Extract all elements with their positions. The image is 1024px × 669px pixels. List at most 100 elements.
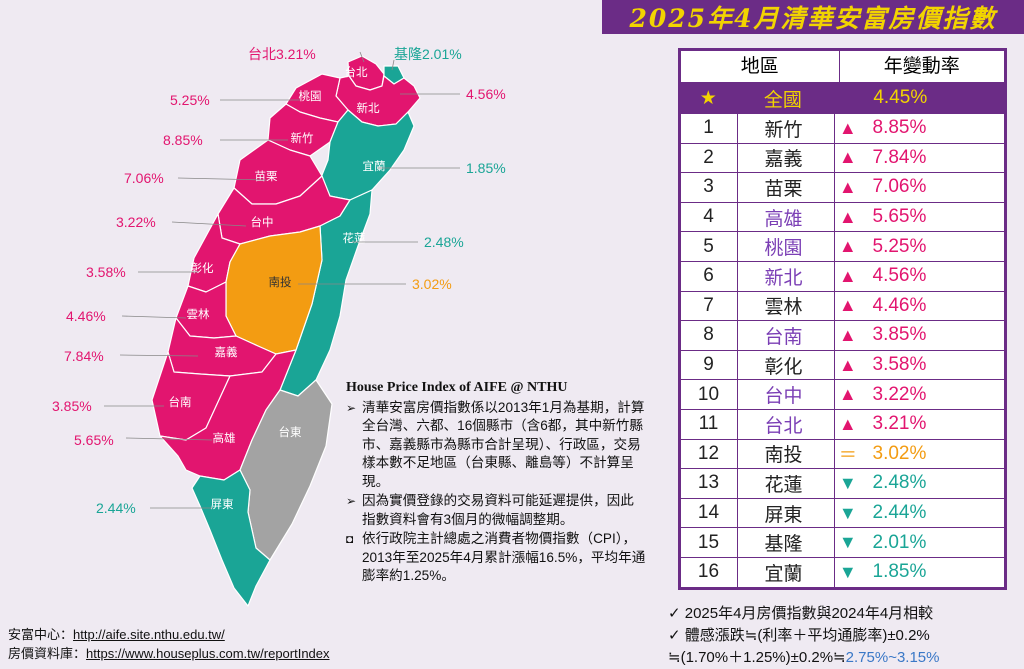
trend-arrow-icon: ▲ <box>838 354 857 375</box>
map-rate-label: 1.85% <box>466 160 506 176</box>
map-region-name: 新竹 <box>291 131 314 145</box>
check-icon: ✓ <box>668 627 681 644</box>
national-name: 全國 <box>763 89 802 111</box>
map-rate-label: 5.65% <box>74 432 114 448</box>
source-houseplus: 房價資料庫：https://www.houseplus.com.tw/repor… <box>8 643 330 662</box>
table-row: 8 台南 ▲ 3.85% <box>681 321 1004 351</box>
map-rate-label: 4.56% <box>466 86 506 102</box>
map-rate-label: 8.85% <box>163 132 203 148</box>
table-row: 16 宜蘭 ▼ 1.85% <box>681 558 1004 588</box>
rate-cell: 3.22% <box>872 383 927 405</box>
check-icon: ✓ <box>668 605 681 622</box>
region-name-cell: 台南 <box>764 326 803 348</box>
rate-cell: 7.84% <box>872 146 927 168</box>
map-region-name: 台東 <box>279 425 302 439</box>
rank-cell: 5 <box>703 235 714 257</box>
region-name-cell: 宜蘭 <box>764 563 803 585</box>
remark-line: ✓ 2025年4月房價指數與2024年4月相較 <box>668 602 933 623</box>
divider <box>737 114 738 587</box>
trend-arrow-icon: ▼ <box>838 502 857 523</box>
arrow-bullet-icon: ➢ <box>346 494 357 508</box>
table-row: 15 基隆 ▼ 2.01% <box>681 528 1004 558</box>
table-row: 12 南投 ＝ 3.02% <box>681 440 1004 470</box>
table-row: 11 台北 ▲ 3.21% <box>681 410 1004 440</box>
map-rate-label: 7.06% <box>124 170 164 186</box>
page-title: 2025年4月清華安富房價指數 <box>629 4 997 33</box>
map-region-name: 高雄 <box>213 431 236 445</box>
rate-cell: 4.56% <box>872 265 927 287</box>
map-rate-label: 7.84% <box>64 348 104 364</box>
map-rate-label: 5.25% <box>170 92 210 108</box>
table-row: 7 雲林 ▲ 4.46% <box>681 292 1004 322</box>
rate-cell: 8.85% <box>872 117 927 139</box>
rank-cell: 2 <box>703 146 714 168</box>
national-row: ★ 全國 4.45% <box>681 83 1004 114</box>
region-name-cell: 屏東 <box>764 504 803 526</box>
rate-cell: 2.48% <box>872 472 927 494</box>
rank-cell: 16 <box>697 561 720 583</box>
rate-cell: 7.06% <box>872 176 927 198</box>
note-text: 清華安富房價指數係以2013年1月為基期，計算全台灣、六都、16個縣市（含6都，… <box>362 399 645 489</box>
map-rate-label: 2.48% <box>424 234 464 250</box>
col-region-header: 地區 <box>681 50 840 83</box>
region-name-cell: 花蓮 <box>764 474 803 496</box>
houseplus-link[interactable]: https://www.houseplus.com.tw/reportIndex <box>86 646 330 661</box>
trend-arrow-icon: ▲ <box>838 206 857 227</box>
rank-cell: 13 <box>697 472 720 494</box>
rank-cell: 11 <box>698 413 719 435</box>
map-rate-label: 基隆2.01% <box>394 46 462 62</box>
rank-cell: 15 <box>697 531 720 553</box>
national-rate: 4.45% <box>873 87 928 108</box>
map-leader-lines <box>104 51 460 509</box>
remark-line: ≒(1.70%＋1.25%)±0.2%≒2.75%~3.15% <box>668 646 939 667</box>
map-region-name: 花蓮 <box>343 231 366 245</box>
region-name-cell: 苗栗 <box>764 178 803 200</box>
map-rate-label: 3.58% <box>86 264 126 280</box>
trend-arrow-icon: ▼ <box>838 561 857 582</box>
rate-cell: 1.85% <box>872 561 927 583</box>
source-label: 安富中心： <box>8 627 74 642</box>
rate-cell: 3.85% <box>872 324 927 346</box>
region-name-cell: 台中 <box>764 386 803 408</box>
table-row: 3 苗栗 ▲ 7.06% <box>681 173 1004 203</box>
table-row: 4 高雄 ▲ 5.65% <box>681 203 1004 233</box>
trend-arrow-icon: ▼ <box>838 472 857 493</box>
rank-cell: 1 <box>703 117 714 139</box>
star-icon: ★ <box>699 87 717 109</box>
table-row: 6 新北 ▲ 4.56% <box>681 262 1004 292</box>
table-row: 2 嘉義 ▲ 7.84% <box>681 144 1004 174</box>
rate-cell: 2.01% <box>872 531 927 553</box>
trend-arrow-icon: ▲ <box>838 324 857 345</box>
rate-cell: 5.65% <box>872 206 927 228</box>
note-item: ➢ 因為實價登錄的交易資料可能延遲提供，因此指數資料會有3個月的微幅調整期。 <box>346 492 646 529</box>
rate-cell: 3.02% <box>872 442 927 464</box>
trend-arrow-icon: ▲ <box>838 265 857 286</box>
remark-range: 2.75%~3.15% <box>845 649 940 666</box>
region-name-cell: 高雄 <box>764 208 803 230</box>
trend-arrow-icon: ▲ <box>838 117 857 138</box>
note-item: ➢ 清華安富房價指數係以2013年1月為基期，計算全台灣、六都、16個縣市（含6… <box>346 399 646 492</box>
note-text: 依行政院主計總處之消費者物價指數（CPI），2013年至2025年4月累計漲幅1… <box>362 531 646 583</box>
trend-arrow-icon: ▲ <box>838 295 857 316</box>
rank-cell: 10 <box>697 383 720 405</box>
notes-heading: House Price Index of AIFE @ NTHU <box>346 380 568 395</box>
region-name-cell: 雲林 <box>764 297 803 319</box>
map-region-name: 雲林 <box>187 307 210 321</box>
rate-cell: 3.58% <box>872 354 927 376</box>
rate-cell: 3.21% <box>872 413 927 435</box>
rate-cell: 2.44% <box>872 502 927 524</box>
map-region-name: 苗栗 <box>255 170 278 183</box>
region-name-cell: 彰化 <box>764 356 803 378</box>
trend-arrow-icon: ▲ <box>838 147 857 168</box>
arrow-bullet-icon: ➢ <box>346 400 357 415</box>
table-header: 地區 年變動率 <box>681 50 1004 83</box>
map-rate-label: 4.46% <box>66 308 106 324</box>
aife-link[interactable]: http://aife.site.nthu.edu.tw/ <box>73 627 225 642</box>
remark-line: ✓ 體感漲跌≒(利率＋平均通膨率)±0.2% <box>668 624 930 645</box>
map-region-name: 台南 <box>169 395 192 409</box>
rank-cell: 3 <box>703 176 714 198</box>
map-region-name: 宜蘭 <box>363 159 386 173</box>
region-yilan <box>319 109 415 201</box>
region-pingtung <box>191 469 271 607</box>
